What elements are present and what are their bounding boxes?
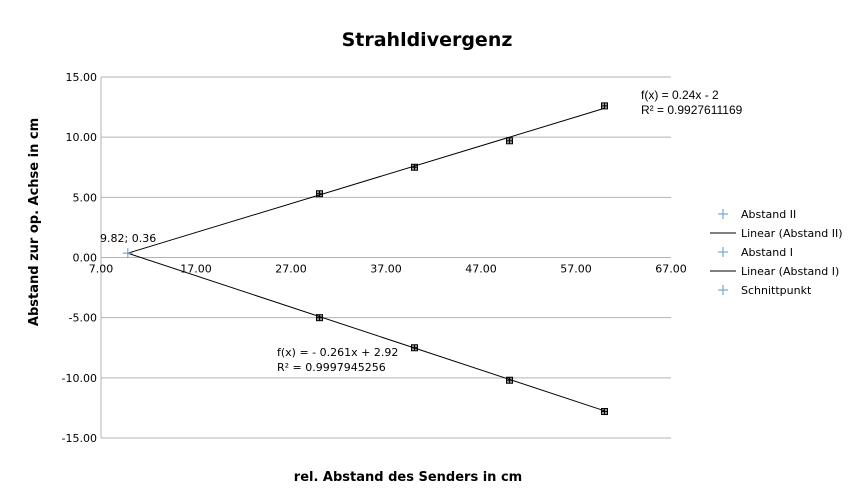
legend-label: Linear (Abstand II) [741, 227, 843, 240]
y-tick-label: 15.00 [66, 71, 98, 84]
x-tick-label: 27.00 [275, 263, 307, 276]
data-point [601, 102, 608, 110]
y-tick-label: -15.00 [62, 432, 97, 445]
data-point [601, 408, 608, 416]
x-axis-title: rel. Abstand des Senders in cm [294, 470, 522, 485]
plot-area: 15.00 10.00 5.00 0.00 -5.00 -10.00 -15.00 7.00 1… [62, 71, 687, 445]
x-tick-label: 67.00 [655, 263, 687, 276]
legend-item: Linear (Abstand II) [710, 227, 843, 240]
data-point [411, 163, 418, 171]
annotations: f(x) = 0.24x - 2R² = 0.9927611169 f(x) = … [100, 88, 743, 374]
annotation-eq2: f(x) = 0.24x - 2 [641, 88, 719, 102]
y-tick-label: -10.00 [62, 372, 97, 385]
y-axis-title: Abstand zur op. Achse in cm [27, 118, 42, 326]
data-point [316, 314, 323, 322]
legend-label: Abstand I [741, 246, 793, 259]
y-tick-label: -5.00 [69, 312, 97, 325]
x-tick-label: 7.00 [89, 263, 114, 276]
x-tick-label: 57.00 [560, 263, 592, 276]
legend-label: Schnittpunkt [741, 284, 812, 297]
legend-item: Schnittpunkt [718, 284, 812, 297]
annotation-point: 9.82; 0.36 [100, 232, 156, 245]
chart-title: Strahldivergenz [342, 29, 513, 51]
legend: Abstand II Linear (Abstand II) Abstand I Li… [710, 208, 843, 297]
data-point [506, 137, 513, 145]
legend-label: Linear (Abstand I) [741, 265, 839, 278]
legend-item: Abstand II [718, 208, 796, 221]
y-tick-label: 5.00 [73, 191, 98, 204]
annotation-eq1: f(x) = - 0.261x + 2.92 [277, 346, 398, 359]
x-tick-label: 47.00 [465, 263, 497, 276]
y-tick-label: 0.00 [73, 252, 98, 265]
data-point [122, 248, 133, 259]
x-tick-label: 17.00 [180, 263, 212, 276]
data-point [316, 190, 323, 198]
x-tick-label: 37.00 [370, 263, 402, 276]
legend-item: Linear (Abstand I) [710, 265, 839, 278]
legend-label: Abstand II [741, 208, 796, 221]
data-point [506, 376, 513, 384]
data-point [411, 344, 418, 352]
trendline [127, 107, 605, 254]
annotation-eq1: R² = 0.9997945256 [277, 361, 386, 374]
annotation-eq2: R² = 0.9927611169 [641, 103, 743, 117]
legend-item: Abstand I [718, 246, 793, 259]
y-tick-label: 10.00 [66, 131, 98, 144]
trendline [127, 252, 605, 412]
